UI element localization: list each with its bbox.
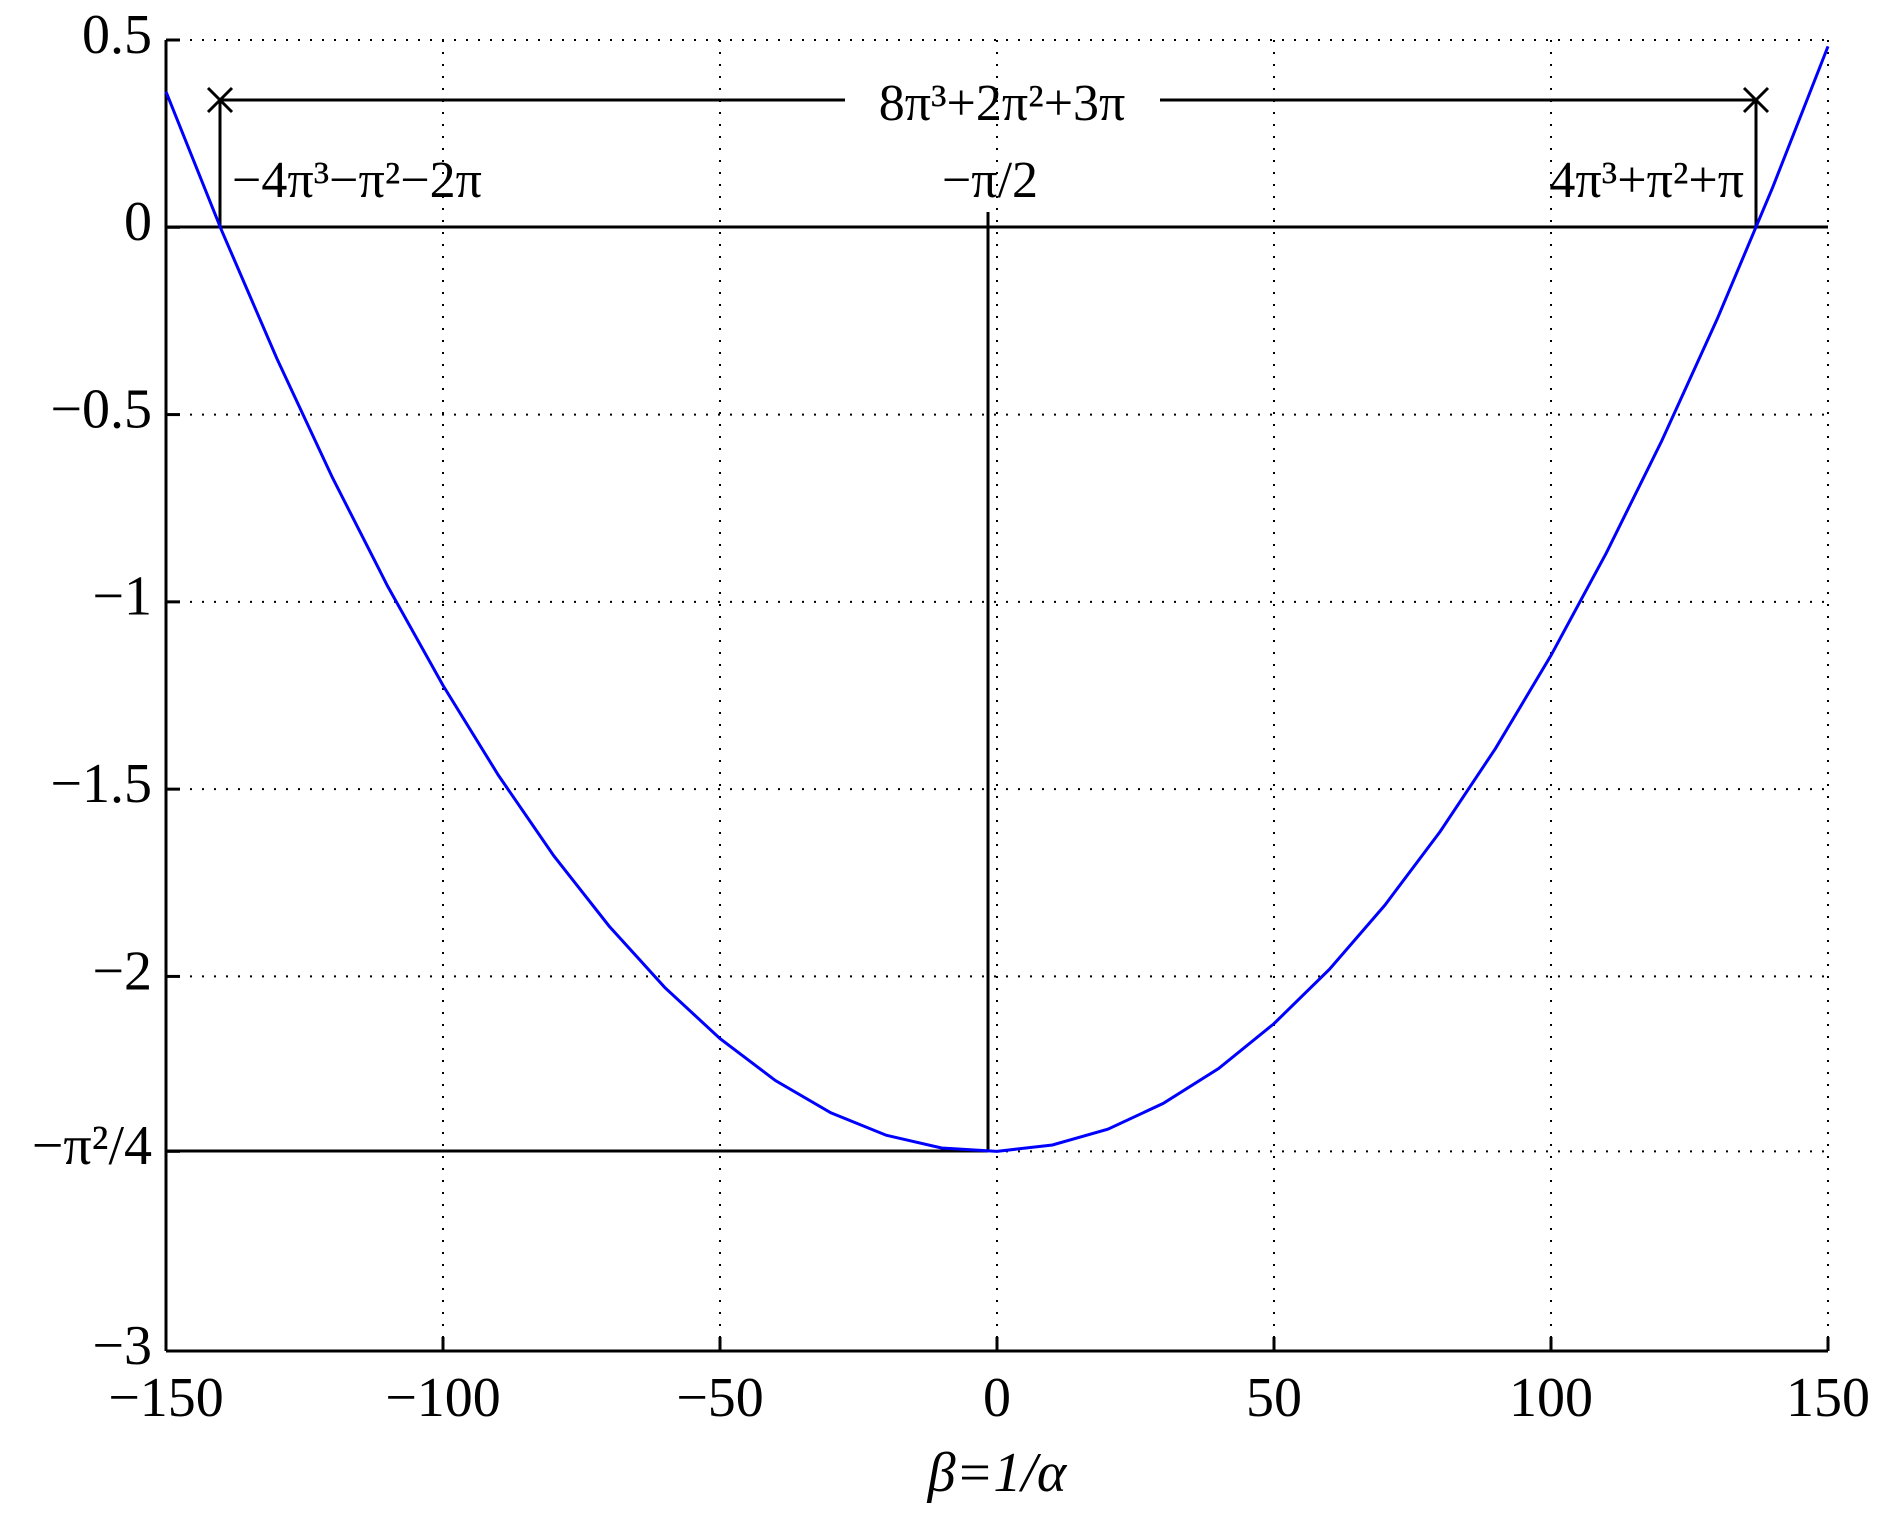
x-axis-label: β=1/α xyxy=(927,1442,1068,1504)
y-tick-label: −2 xyxy=(92,940,152,1002)
annotation: −π/2 xyxy=(942,152,1038,209)
y-tick-label: −3 xyxy=(92,1315,152,1377)
x-tick-label: 0 xyxy=(983,1367,1011,1429)
annotation: −4π³−π²−2π xyxy=(232,152,482,209)
y-tick-label: −1.5 xyxy=(50,753,152,815)
curve xyxy=(164,45,1830,1153)
x-tick-label: 50 xyxy=(1246,1367,1302,1429)
y-tick-label: 0.5 xyxy=(82,4,152,66)
x-tick-label: −100 xyxy=(385,1367,501,1429)
x-tick-label: 100 xyxy=(1509,1367,1593,1429)
x-tick-label: −150 xyxy=(108,1367,224,1429)
y-tick-label: 0 xyxy=(124,191,152,253)
x-tick-label: 150 xyxy=(1786,1367,1870,1429)
annotation: 4π³+π²+π xyxy=(1549,152,1744,209)
x-tick-label: −50 xyxy=(676,1367,764,1429)
y-tick-label: −0.5 xyxy=(50,378,152,440)
annotations xyxy=(166,86,1828,1153)
y-tick-label: −1 xyxy=(92,566,152,628)
dimension-end xyxy=(206,86,1770,114)
annotation: 8π³+2π²+3π xyxy=(879,75,1126,132)
y-tick-label: −π²/4 xyxy=(32,1115,152,1177)
